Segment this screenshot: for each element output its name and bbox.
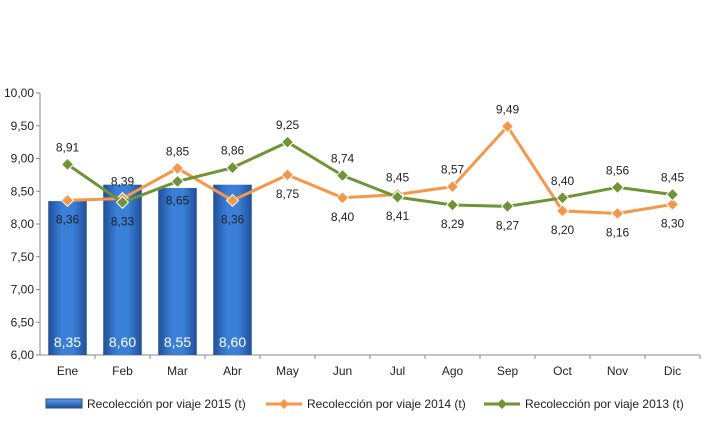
bar-series-2015: [48, 184, 252, 355]
point-label-2013: 8,91: [56, 140, 80, 154]
x-tick-label: Ene: [57, 364, 79, 378]
point-2014: [500, 119, 515, 134]
x-tick-label: Jul: [390, 364, 405, 378]
point-label-2013: 8,65: [166, 193, 190, 207]
point-label-2014: 8,30: [661, 216, 685, 230]
point-2013: [610, 180, 625, 195]
point-label-2014: 8,75: [276, 187, 300, 201]
point-2013: [225, 160, 240, 175]
point-2013: [280, 135, 295, 149]
point-label-2013: 8,29: [441, 217, 465, 231]
x-tick-label: Abr: [223, 364, 242, 378]
point-2013: [555, 191, 570, 205]
point-2013: [390, 190, 405, 204]
y-tick-label: 8,00: [11, 217, 35, 231]
point-label-2013: 8,56: [606, 163, 630, 177]
point-label-2014: 8,36: [56, 212, 80, 226]
x-tick-label: Sep: [497, 364, 519, 378]
point-label-2013: 8,86: [221, 144, 245, 158]
point-label-2014: 8,20: [551, 223, 575, 237]
x-tick-label: Mar: [167, 364, 188, 378]
line-2013: [66, 140, 673, 208]
point-label-2013: 8,40: [551, 174, 575, 188]
point-label-2014: 8,45: [386, 171, 410, 185]
y-tick-label: 7,00: [11, 283, 35, 297]
x-tick-label: May: [276, 364, 299, 378]
point-label-2014: 8,39: [111, 174, 135, 188]
point-2014: [60, 193, 75, 208]
x-tick-label: Dic: [664, 364, 681, 378]
y-tick-label: 8,50: [11, 184, 35, 198]
legend-label-2013: Recolección por viaje 2013 (t): [525, 397, 684, 411]
data-labels: 8,35 8,60 8,55 8,60 8,36 8,91 8,39 8,33 8,85 8,65…: [54, 102, 685, 350]
bar-2015: [158, 187, 197, 355]
bar-value-label: 8,55: [164, 334, 191, 350]
bar-2015: [213, 184, 252, 355]
legend-label-2014: Recolección por viaje 2014 (t): [307, 397, 466, 411]
point-2014: [280, 168, 295, 182]
point-2014: [335, 191, 350, 205]
point-2014: [665, 197, 680, 212]
y-tick-label: 9,00: [11, 152, 35, 166]
legend-label-2015: Recolección por viaje 2015 (t): [87, 397, 246, 411]
point-2014: [445, 179, 460, 194]
point-2013: [170, 174, 185, 189]
bar-2015: [103, 184, 142, 355]
point-label-2013: 8,45: [661, 171, 685, 185]
y-tick-label: 7,50: [11, 250, 35, 264]
x-tick-label: Jun: [333, 364, 352, 378]
x-tick-label: Feb: [112, 364, 133, 378]
bar-2015: [48, 201, 87, 355]
y-tick-label: 6,00: [11, 348, 35, 362]
point-2013: [665, 187, 680, 202]
line-2014: [67, 124, 673, 216]
x-tick-label: Ago: [442, 364, 464, 378]
point-label-2013: 9,25: [276, 118, 300, 132]
bar-value-label: 8,35: [54, 334, 81, 350]
legend-marker-2014: [279, 399, 289, 409]
axes: 6,00 6,50 7,00 7,50 8,00 8,50 9,00 9,50 10,00 Ene…: [4, 86, 701, 378]
y-tick-label: 6,50: [11, 315, 35, 329]
point-label-2014: 8,40: [331, 210, 355, 224]
x-tick-label: Oct: [553, 364, 572, 378]
y-tick-label: 10,00: [4, 86, 34, 100]
y-tick-label: 9,50: [11, 119, 35, 133]
bar-value-label: 8,60: [219, 334, 246, 350]
bar-value-label: 8,60: [109, 334, 136, 350]
point-2014: [225, 193, 240, 208]
legend-marker-2013: [497, 399, 507, 409]
x-tick-label: Nov: [607, 364, 628, 378]
point-label-2013: 8,41: [386, 209, 410, 223]
point-label-2014: 9,49: [496, 102, 520, 116]
point-label-2013: 8,27: [496, 218, 520, 232]
line-series: [60, 119, 680, 221]
point-2014: [555, 204, 570, 218]
point-label-2014: 8,16: [606, 226, 630, 240]
point-label-2013: 8,33: [111, 214, 135, 228]
point-2013: [335, 168, 350, 183]
point-label-2014: 8,36: [221, 212, 245, 226]
point-2013: [445, 198, 460, 212]
point-2014: [610, 206, 625, 221]
point-label-2013: 8,74: [331, 152, 355, 166]
point-2014: [170, 161, 185, 176]
point-label-2014: 8,85: [166, 144, 190, 158]
point-2013: [115, 195, 130, 210]
point-label-2014: 8,57: [441, 163, 465, 177]
point-2013: [60, 157, 75, 172]
legend: Recolección por viaje 2015 (t) Recolecció…: [45, 397, 684, 411]
point-2013: [500, 199, 515, 214]
legend-swatch-2015: [45, 398, 83, 409]
